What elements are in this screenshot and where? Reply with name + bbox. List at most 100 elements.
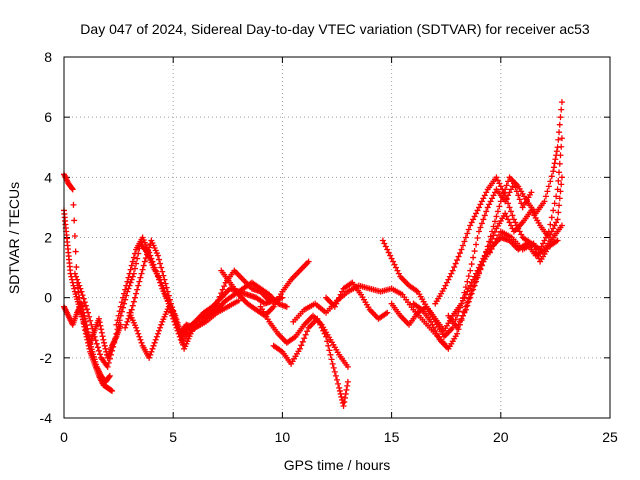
data-point: [548, 173, 555, 180]
data-point: [554, 144, 561, 151]
data-point: [148, 348, 155, 355]
data-point: [86, 313, 93, 320]
data-point: [558, 181, 565, 188]
x-tick-label: 0: [60, 429, 68, 445]
data-point: [84, 325, 91, 332]
data-point: [125, 274, 132, 281]
data-point: [71, 285, 78, 292]
data-point: [81, 312, 88, 319]
data-point: [494, 208, 501, 215]
data-point: [474, 235, 481, 242]
data-point: [490, 242, 497, 249]
data-point: [266, 297, 273, 304]
data-point: [445, 276, 452, 283]
series-track-a: [61, 171, 116, 394]
data-point: [494, 177, 501, 184]
data-point: [392, 264, 399, 271]
data-point: [384, 246, 391, 253]
data-point: [170, 315, 177, 322]
data-point: [528, 189, 535, 196]
data-point: [336, 384, 343, 391]
data-point: [478, 198, 485, 205]
data-point: [395, 270, 402, 277]
data-point: [98, 326, 105, 333]
data-point: [455, 253, 462, 260]
data-point: [151, 339, 158, 346]
data-point: [76, 282, 83, 289]
data-point: [73, 264, 80, 271]
data-point: [235, 297, 242, 304]
data-point: [475, 228, 482, 235]
data-point: [111, 339, 118, 346]
data-point: [507, 222, 514, 229]
data-point: [553, 148, 560, 155]
data-point: [489, 195, 496, 202]
data-point: [150, 342, 157, 349]
grid-lines: [64, 57, 610, 418]
data-point: [489, 228, 496, 235]
data-points: [61, 99, 565, 409]
data-point: [95, 315, 102, 322]
data-point: [465, 226, 472, 233]
x-tick-label: 5: [169, 429, 177, 445]
data-point: [556, 169, 563, 176]
data-point: [480, 195, 487, 202]
data-point: [330, 364, 337, 371]
data-point: [506, 219, 513, 226]
data-point: [109, 387, 116, 394]
data-point: [298, 342, 305, 349]
data-point: [552, 156, 559, 163]
data-point: [516, 228, 523, 235]
data-point: [171, 318, 178, 325]
data-point: [558, 106, 565, 113]
data-point: [473, 210, 480, 217]
data-point: [162, 280, 169, 287]
data-point: [85, 329, 92, 336]
data-point: [165, 292, 172, 299]
y-tick-label: -4: [40, 410, 53, 426]
data-point: [379, 237, 386, 244]
data-point: [506, 189, 513, 196]
data-point: [70, 282, 77, 289]
data-point: [157, 260, 164, 267]
data-point: [468, 290, 475, 297]
data-point: [491, 218, 498, 225]
data-point: [477, 201, 484, 208]
data-point: [71, 270, 78, 277]
data-point: [71, 232, 78, 239]
data-point: [492, 239, 499, 246]
data-point: [128, 262, 135, 269]
data-point: [133, 290, 140, 297]
data-point: [218, 290, 225, 297]
data-point: [558, 135, 565, 142]
data-point: [328, 356, 335, 363]
data-point: [452, 260, 459, 267]
data-point: [540, 240, 547, 247]
data-point: [507, 186, 514, 193]
data-point: [542, 234, 549, 241]
data-point: [541, 237, 548, 244]
data-point: [78, 300, 85, 307]
data-point: [152, 336, 159, 343]
chart-title: Day 047 of 2024, Sidereal Day-to-day VTE…: [80, 21, 590, 37]
data-point: [433, 330, 440, 337]
data-point: [332, 372, 339, 379]
data-point: [296, 345, 303, 352]
data-point: [156, 327, 163, 334]
data-point: [473, 241, 480, 248]
data-point: [149, 258, 156, 265]
data-point: [542, 193, 549, 200]
data-point: [69, 276, 76, 283]
data-point: [109, 347, 116, 354]
series-track-c: [61, 300, 124, 361]
data-point: [384, 309, 391, 316]
data-point: [551, 222, 558, 229]
data-point: [81, 299, 88, 306]
data-point: [166, 306, 173, 313]
data-point: [454, 257, 461, 264]
data-point: [114, 317, 121, 324]
data-point: [138, 339, 145, 346]
data-point: [550, 164, 557, 171]
series-track-n: [388, 174, 565, 334]
